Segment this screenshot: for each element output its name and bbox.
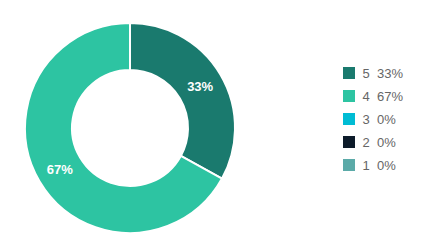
html-text:3 0%: 3 0% bbox=[362, 111, 396, 127]
html-text:1 0%: 1 0% bbox=[362, 157, 396, 173]
html-text:2 0%: 2 0% bbox=[362, 134, 396, 150]
html-text:4 67%: 4 67% bbox=[362, 88, 403, 104]
svg-text:67%: 67% bbox=[47, 162, 73, 177]
html-text:5 33%: 5 33% bbox=[362, 65, 403, 81]
svg-text:33%: 33% bbox=[187, 79, 213, 94]
